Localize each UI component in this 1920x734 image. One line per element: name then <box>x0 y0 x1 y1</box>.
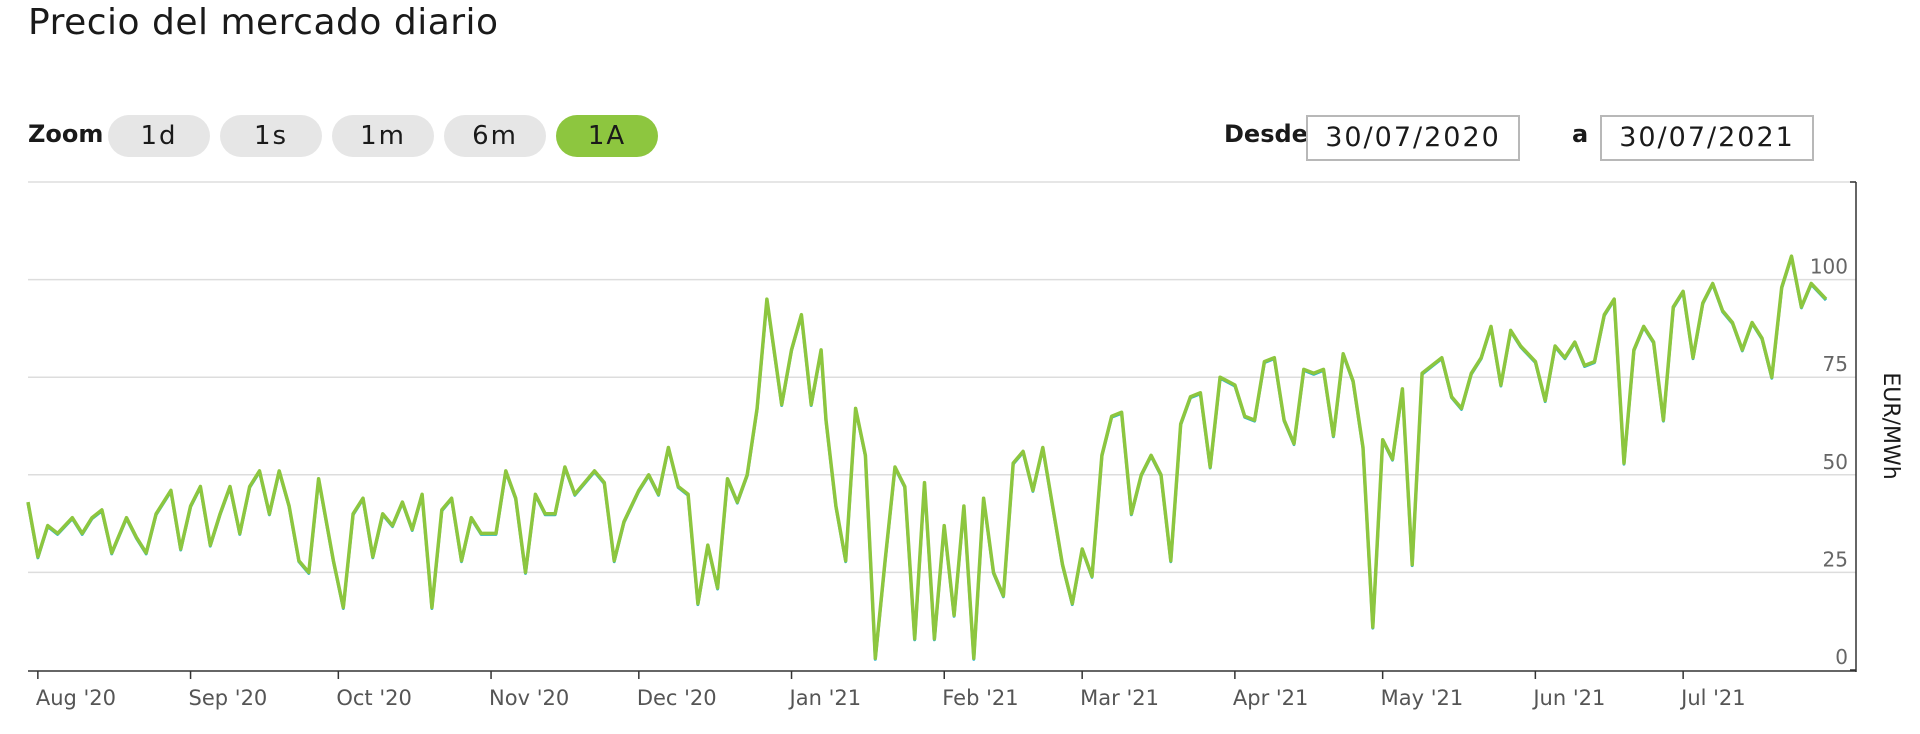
grid-lines <box>28 181 1856 574</box>
x-tick-label: Feb '21 <box>942 686 1018 710</box>
y-axis-title: EUR/MWh <box>1878 372 1903 479</box>
x-tick-label: Nov '20 <box>489 686 569 710</box>
y-tick-label: 25 <box>1823 547 1848 571</box>
zoom-label: Zoom <box>28 120 104 148</box>
x-tick-label: Dec '20 <box>637 686 717 710</box>
zoom-button-1a[interactable]: 1A <box>556 115 658 157</box>
x-tick-label: Jan '21 <box>788 686 862 710</box>
series-line-shadow <box>26 255 1828 661</box>
to-date-label: a <box>1572 120 1589 148</box>
zoom-button-1s[interactable]: 1s <box>220 115 322 157</box>
from-date-input[interactable]: 30/07/2020 <box>1306 115 1520 161</box>
series-line <box>26 254 1828 661</box>
x-tick-label: Apr '21 <box>1233 686 1309 710</box>
to-date-input[interactable]: 30/07/2021 <box>1600 115 1814 161</box>
x-tick-label: Aug '20 <box>36 686 116 710</box>
x-tick-label: Jul '21 <box>1679 686 1746 710</box>
zoom-button-1d[interactable]: 1d <box>108 115 210 157</box>
y-tick-label: 50 <box>1823 450 1848 474</box>
series-layer <box>26 254 1828 661</box>
x-tick-label: Mar '21 <box>1080 686 1159 710</box>
y-axis: 0 25 50 75 100 <box>1810 181 1857 672</box>
x-tick-label: May '21 <box>1381 686 1464 710</box>
from-date-label: Desde <box>1224 120 1308 148</box>
page-title: Precio del mercado diario <box>28 2 499 43</box>
y-tick-label: 75 <box>1823 352 1848 376</box>
zoom-button-1m[interactable]: 1m <box>332 115 434 157</box>
y-tick-label: 0 <box>1835 645 1848 669</box>
zoom-button-6m[interactable]: 6m <box>444 115 546 157</box>
x-tick-label: Jun '21 <box>1531 686 1605 710</box>
x-tick-label: Sep '20 <box>189 686 268 710</box>
price-line-chart: 0 25 50 75 100 Aug '20 Sep '20 Oct '20 Nov '20 D… <box>26 181 1903 710</box>
y-tick-label: 100 <box>1810 255 1848 279</box>
x-axis: Aug '20 Sep '20 Oct '20 Nov '20 Dec '20 Jan '… <box>28 670 1856 710</box>
x-tick-label: Oct '20 <box>336 686 411 710</box>
